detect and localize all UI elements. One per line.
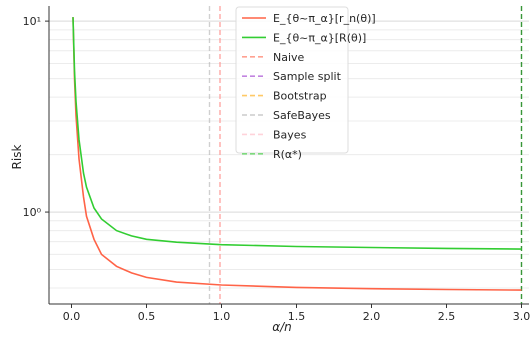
legend-label: SafeBayes	[273, 109, 331, 122]
legend-box	[235, 6, 349, 154]
legend-label: E_{θ~π_α}[R(θ)]	[273, 31, 366, 44]
legend-label: Bayes	[273, 128, 307, 141]
y-axis-label: Risk	[10, 145, 24, 170]
x-tick-label: 0.5	[138, 310, 156, 323]
series-line-2	[72, 17, 522, 250]
x-tick-label: 1.5	[288, 310, 306, 323]
reference-lines	[208, 6, 523, 304]
x-tick-label: 2.5	[438, 310, 456, 323]
legend-label: Naive	[273, 51, 305, 64]
legend-label: E_{θ~π_α}[r_n(θ)]	[273, 12, 376, 25]
axes	[48, 6, 529, 305]
x-axis-label: α/n	[272, 320, 292, 334]
legend-label: Sample split	[273, 70, 342, 83]
series-lines	[72, 17, 522, 291]
series-line-1	[72, 17, 522, 291]
legend-label: R(α*)	[273, 148, 302, 161]
y-tick-label: 10¹	[23, 15, 41, 28]
x-tick-label: 3.0	[513, 310, 531, 323]
ticks: 0.0 0.5 1.0 1.5 2.0 2.5 3.0 10⁰ 10¹	[23, 15, 531, 323]
y-tick-label: 10⁰	[23, 206, 42, 219]
legend-label: Bootstrap	[273, 90, 327, 103]
x-tick-label: 0.0	[63, 310, 81, 323]
legend: E_{θ~π_α}[r_n(θ)] E_{θ~π_α}[R(θ)] Naive Sam…	[235, 6, 376, 161]
x-tick-label: 1.0	[213, 310, 231, 323]
x-tick-label: 2.0	[363, 310, 381, 323]
